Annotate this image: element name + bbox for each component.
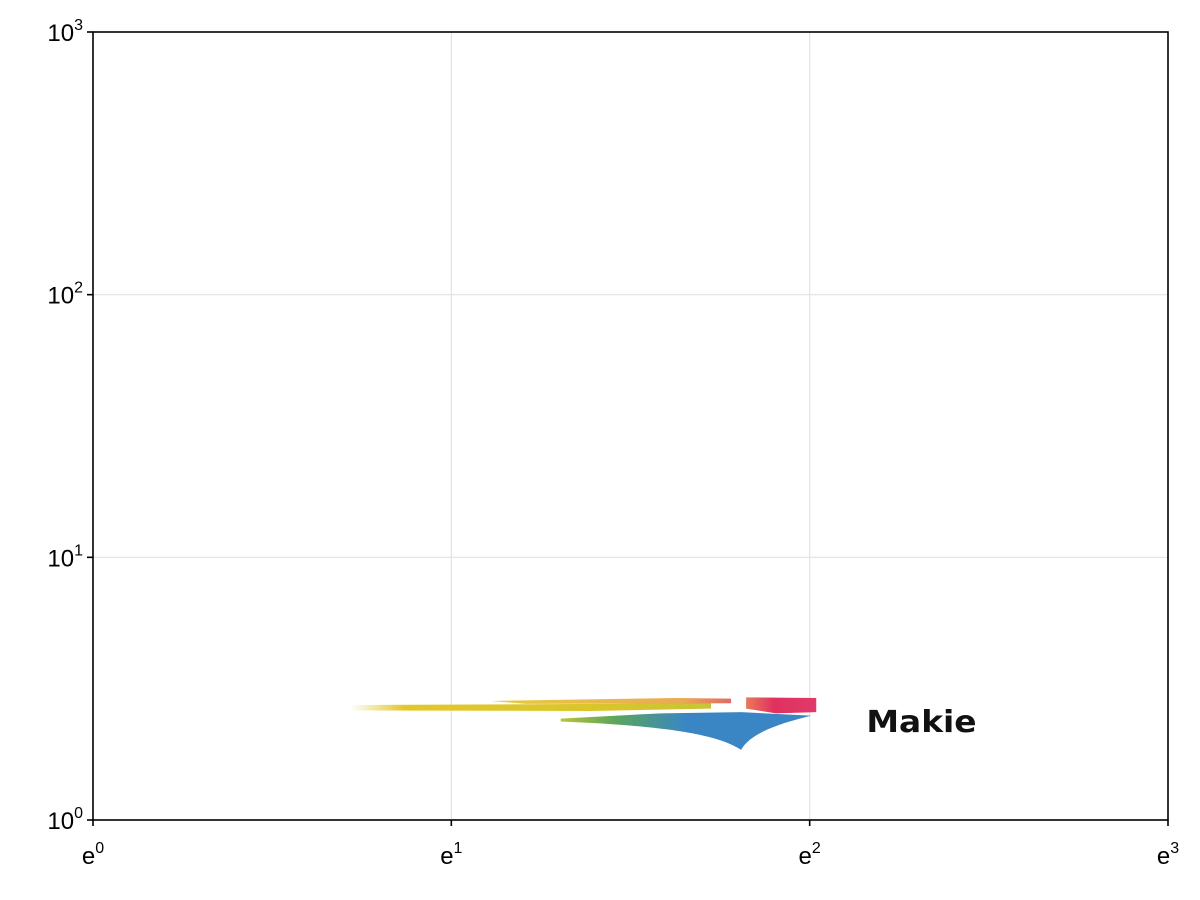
plot-background xyxy=(93,32,1168,820)
x-tick-label: e0 xyxy=(82,840,104,870)
y-tick-label: 103 xyxy=(47,17,83,47)
x-tick-label: e2 xyxy=(799,840,821,870)
y-tick-label: 101 xyxy=(47,542,83,572)
logo-yellow-top xyxy=(490,698,732,704)
x-axis: e0 e1 e2 e3 xyxy=(82,820,1179,870)
y-tick-label: 100 xyxy=(47,805,83,835)
x-tick-label: e1 xyxy=(440,840,462,870)
grid xyxy=(93,32,1168,820)
makie-logo-image: Makie xyxy=(350,697,977,750)
plot-frame xyxy=(92,31,1169,821)
x-tick-label: e3 xyxy=(1157,840,1179,870)
logo-yellow-band xyxy=(350,702,712,711)
logo-text: Makie xyxy=(866,705,976,740)
logo-red-block xyxy=(746,697,817,714)
y-tick-label: 102 xyxy=(47,280,83,310)
logo-blue-drop xyxy=(560,712,812,750)
y-axis: 100 101 102 103 xyxy=(47,17,93,835)
